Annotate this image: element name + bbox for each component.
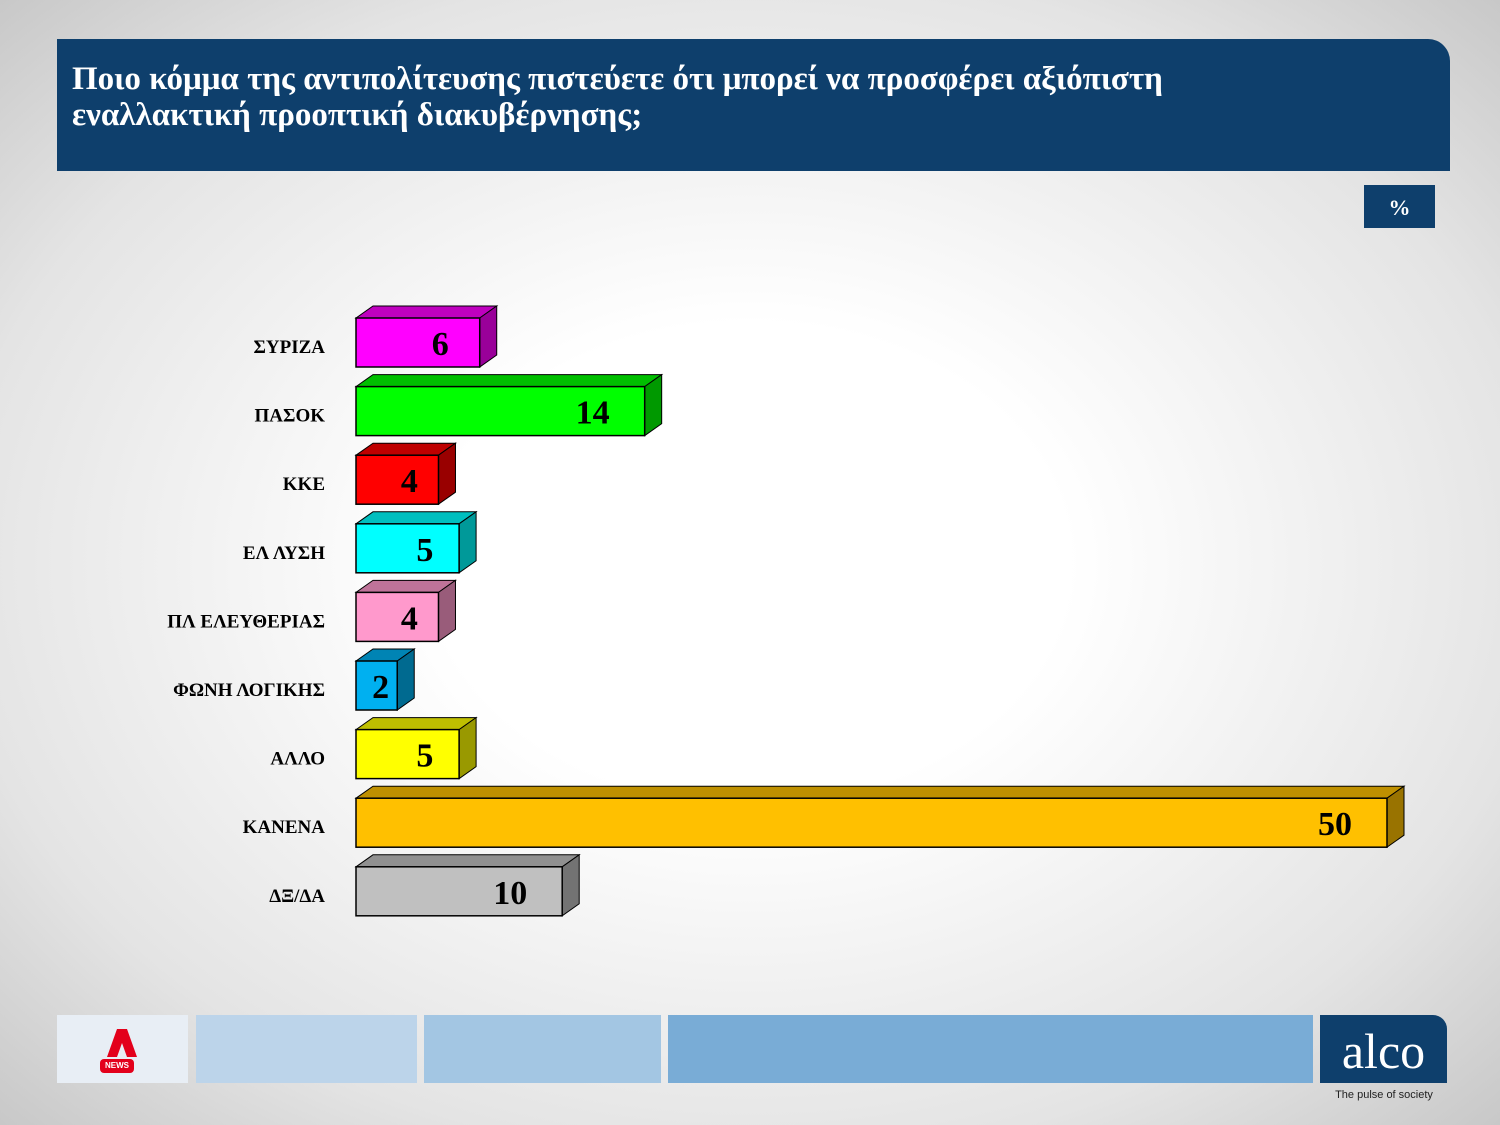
footer-bar: [424, 1015, 661, 1083]
category-label: ΠΛ ΕΛΕΥΘΕΡΙΑΣ: [167, 611, 325, 632]
value-label: 10: [493, 875, 527, 912]
category-label: ΕΛ ΛΥΣΗ: [243, 543, 325, 564]
bar-top: [354, 785, 1406, 799]
footer-bar: [196, 1015, 417, 1083]
news-text: NEWS: [100, 1059, 134, 1073]
bar: [355, 385, 646, 437]
bar: [355, 728, 460, 780]
category-label: ΣΥΡΙΖΑ: [253, 337, 325, 358]
category-label: ΔΞ/ΔΑ: [269, 886, 325, 907]
bar-top: [354, 374, 664, 388]
value-label: 4: [401, 463, 418, 500]
value-label: 6: [432, 326, 449, 363]
bar: [355, 317, 481, 368]
bar-top: [354, 717, 478, 731]
header: Ποιο κόμμα της αντιπολίτευσης πιστεύετε …: [57, 39, 1450, 171]
bar: [355, 797, 1388, 848]
value-label: 5: [416, 532, 433, 569]
bar: [355, 660, 398, 711]
bar-top: [354, 305, 499, 319]
bar: [355, 866, 563, 917]
value-label: 14: [576, 395, 610, 432]
unit-label: %: [1364, 185, 1435, 228]
bar: [355, 591, 440, 643]
category-label: ΑΛΛΟ: [270, 749, 325, 770]
bar-top: [354, 854, 581, 868]
news-mark: [107, 1029, 137, 1057]
bar: [355, 454, 440, 505]
value-label: 2: [372, 669, 389, 706]
bar-top: [354, 511, 478, 525]
category-label: ΦΩΝΗ ΛΟΓΙΚΗΣ: [173, 680, 325, 701]
category-label: ΠΑΣΟΚ: [255, 406, 326, 427]
category-label: ΚΑΝΕΝΑ: [243, 817, 326, 838]
value-label: 4: [401, 600, 418, 637]
chart-title: Ποιο κόμμα της αντιπολίτευσης πιστεύετε …: [72, 61, 1163, 133]
footer-bar: [668, 1015, 1313, 1083]
brand-logo: alco: [1320, 1015, 1447, 1083]
category-label: ΚΚΕ: [283, 474, 325, 495]
bar: [355, 523, 460, 574]
value-label: 50: [1318, 806, 1352, 843]
news-logo: NEWS: [57, 1015, 188, 1083]
value-label: 5: [416, 738, 433, 775]
brand-tagline: The pulse of society: [1335, 1089, 1433, 1101]
